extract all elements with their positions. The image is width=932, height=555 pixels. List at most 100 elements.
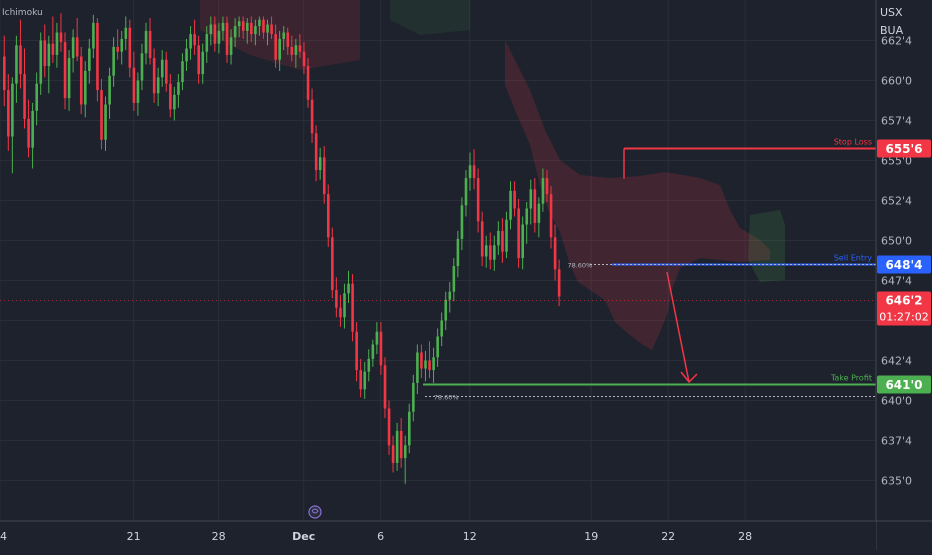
candle-body <box>448 291 452 300</box>
x-tick-label: 28 <box>212 530 226 543</box>
candle-body <box>79 56 83 105</box>
candle-body <box>35 83 38 111</box>
price-tag <box>877 375 931 394</box>
candle-body <box>100 90 103 140</box>
candle-body <box>262 19 265 33</box>
candle-body <box>51 43 55 55</box>
candle-body <box>217 30 221 44</box>
candle-body <box>128 27 132 68</box>
candle-body <box>43 40 47 67</box>
candle-body <box>310 99 314 134</box>
y-tick-label: 642'4 <box>881 355 912 368</box>
fib-label: 78.60% <box>567 262 592 270</box>
x-tick-label: Dec <box>292 530 315 543</box>
candle-body <box>294 45 298 55</box>
time-axis[interactable] <box>0 521 876 550</box>
candle-body <box>140 53 144 81</box>
candle-body <box>39 40 43 84</box>
candle-body <box>412 382 415 412</box>
candle-body <box>375 331 379 345</box>
price-axis[interactable] <box>876 0 932 550</box>
candle-body <box>270 24 273 35</box>
y-tick-label: 635'0 <box>881 475 912 488</box>
price-tag <box>877 139 931 158</box>
candle-body <box>387 408 391 446</box>
candle-body <box>306 66 310 100</box>
candle-body <box>476 178 480 222</box>
y-tick-label: 647'4 <box>881 275 912 288</box>
candle-body <box>67 58 71 99</box>
level-label: Sell Entry <box>834 254 873 263</box>
candle-body <box>120 38 124 52</box>
candle-body <box>136 80 140 103</box>
candle-body <box>505 219 508 252</box>
x-tick-label: 14 <box>0 530 7 543</box>
candle-body <box>428 360 431 371</box>
x-tick-label: 21 <box>127 530 141 543</box>
candle-body <box>432 357 435 371</box>
level-label: Stop Loss <box>834 138 872 147</box>
candle-body <box>47 43 51 67</box>
candle-body <box>557 269 561 297</box>
candle-body <box>339 307 342 318</box>
fib-label: 78.60% <box>434 394 459 402</box>
price-tag-label: 648'4 <box>885 258 922 272</box>
countdown-label: 01:27:02 <box>879 311 928 324</box>
candle-body <box>246 22 249 31</box>
ichimoku-cloud-bullish <box>390 0 470 35</box>
candle-body <box>391 445 395 463</box>
candle-body <box>460 205 464 239</box>
candle-body <box>379 331 383 366</box>
logo-icon[interactable] <box>308 505 322 519</box>
x-tick-label: 12 <box>463 530 477 543</box>
candle-body <box>15 45 18 84</box>
candle-body <box>440 320 443 337</box>
candle-body <box>517 208 520 259</box>
candle-body <box>322 157 326 195</box>
candle-body <box>347 283 350 294</box>
candle-body <box>383 365 387 409</box>
y-tick-label: 660'0 <box>881 75 912 88</box>
candle-body <box>290 46 294 55</box>
candle-body <box>489 245 492 260</box>
candle-body <box>286 32 290 47</box>
candle-body <box>229 37 233 55</box>
candle-body <box>181 61 184 83</box>
candle-body <box>112 46 115 76</box>
candle-body <box>480 221 484 257</box>
candle-body <box>501 230 504 252</box>
candle-body <box>266 24 269 33</box>
candle-body <box>92 22 95 49</box>
candle-body <box>88 48 91 71</box>
level-label: Take Profit <box>830 374 872 383</box>
candle-body <box>327 194 330 238</box>
candle-body <box>545 178 549 195</box>
x-tick-label: 6 <box>377 530 384 543</box>
candle-body <box>165 59 168 84</box>
y-tick-label: 657'4 <box>881 115 912 128</box>
candle-body <box>452 266 456 292</box>
candle-body <box>63 42 67 99</box>
x-tick-label: 19 <box>584 530 598 543</box>
candle-body <box>152 58 156 94</box>
candle-body <box>529 189 533 209</box>
candle-body <box>55 32 59 55</box>
candle-body <box>355 331 358 371</box>
candle-body <box>197 45 200 75</box>
candle-body <box>282 32 286 39</box>
candle-body <box>456 238 460 267</box>
candle-body <box>233 26 237 38</box>
candle-body <box>27 118 30 148</box>
candle-body <box>403 445 407 459</box>
price-unit-line-2: BUA <box>880 24 904 37</box>
candle-body <box>472 165 476 179</box>
candle-body <box>318 157 322 171</box>
y-tick-label: 650'0 <box>881 235 912 248</box>
candle-body <box>468 165 472 179</box>
price-tag-label: 655'6 <box>885 142 922 156</box>
candle-body <box>31 110 34 148</box>
candle-body <box>537 203 541 223</box>
